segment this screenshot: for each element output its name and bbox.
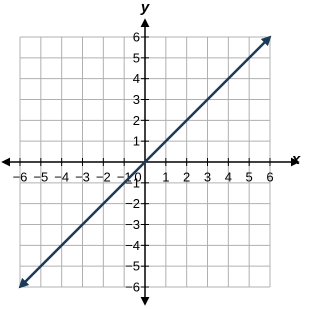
y-axis-label: y: [140, 0, 150, 16]
x-tick-label: 1: [162, 169, 169, 184]
x-tick-label: 5: [246, 169, 253, 184]
y-tick-label: −4: [125, 238, 140, 253]
line: [18, 35, 272, 289]
y-tick-label: −5: [125, 259, 140, 274]
y-tick-label: 4: [133, 71, 140, 86]
y-tick-label: 6: [133, 29, 140, 44]
y-tick-label: −1: [125, 175, 140, 190]
x-tick-label: 4: [225, 169, 232, 184]
x-tick-label: −2: [96, 169, 111, 184]
y-tick-label: 3: [133, 92, 140, 107]
y-tick-label: 1: [133, 134, 140, 149]
y-tick-label: −6: [125, 279, 140, 294]
y-tick-label: −2: [125, 196, 140, 211]
x-axis-label: x: [291, 151, 301, 168]
x-tick-label: 2: [183, 169, 190, 184]
x-tick-label: −5: [33, 169, 48, 184]
x-tick-label: −3: [75, 169, 90, 184]
chart: x y −6 −5 −4 −3 −2 −1 0 1 2 3 4 5 6−6−5−4−3−2−112345…: [1, 0, 301, 306]
x-tick-label: 6: [266, 169, 273, 184]
x-tick-label: −6: [13, 169, 28, 184]
y-tick-label: −3: [125, 217, 140, 232]
y-tick-label: 2: [133, 113, 140, 128]
x-tick-label: −4: [54, 169, 69, 184]
x-tick-label: 3: [204, 169, 211, 184]
y-tick-label: 5: [133, 50, 140, 65]
